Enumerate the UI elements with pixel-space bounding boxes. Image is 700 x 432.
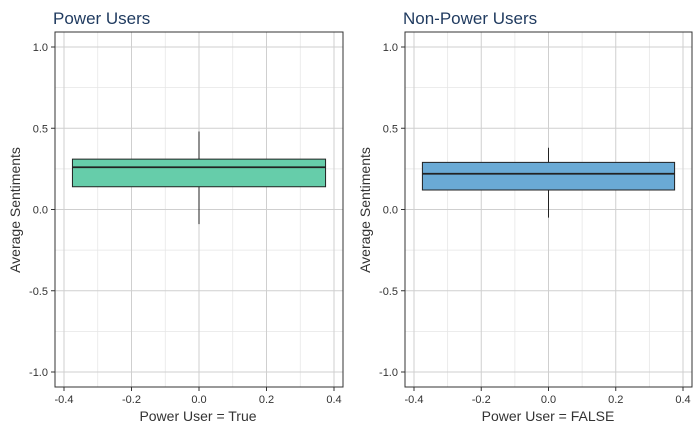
y-tick-label: 1.0 <box>33 42 48 54</box>
y-tick-label: 0.5 <box>383 123 398 135</box>
y-axis-label: Average Sentiments <box>7 147 23 273</box>
x-tick-label: -0.4 <box>55 394 74 406</box>
y-tick-label: -1.0 <box>379 367 398 379</box>
y-tick-label: 0.0 <box>33 205 48 217</box>
x-tick-label: 0.0 <box>191 394 206 406</box>
grid <box>55 32 343 387</box>
y-tick-label: 0.5 <box>33 123 48 135</box>
x-tick-label: 0.2 <box>608 394 623 406</box>
plot-frame <box>404 31 693 388</box>
plot-frame <box>54 31 344 388</box>
panel-power-users: Power Users Average Sentiments Power Use… <box>7 9 344 424</box>
y-tick-label: 1.0 <box>383 42 398 54</box>
boxplot <box>421 147 676 218</box>
panel-title: Power Users <box>53 9 150 28</box>
box-iqr <box>71 158 327 188</box>
x-tick-label: 0.2 <box>259 394 274 406</box>
x-axis-label: Power User = FALSE <box>482 408 615 424</box>
x-tick-label: 0.0 <box>541 394 556 406</box>
y-tick-labels: -1.0 -0.5 0.0 0.5 1.0 <box>29 42 55 379</box>
y-tick-label: -0.5 <box>379 286 398 298</box>
panel-title: Non-Power Users <box>403 9 537 28</box>
x-tick-label: -0.4 <box>405 394 424 406</box>
y-axis-label: Average Sentiments <box>357 147 373 273</box>
y-tick-label: -0.5 <box>29 286 48 298</box>
boxplot <box>71 131 327 225</box>
x-tick-label: 0.4 <box>326 394 341 406</box>
y-tick-labels: -1.0 -0.5 0.0 0.5 1.0 <box>379 42 405 379</box>
x-tick-labels: -0.4 -0.2 0.0 0.2 0.4 <box>405 387 691 406</box>
x-tick-label: -0.2 <box>472 394 491 406</box>
box-iqr <box>421 161 676 191</box>
y-tick-label: -1.0 <box>29 367 48 379</box>
x-tick-labels: -0.4 -0.2 0.0 0.2 0.4 <box>55 387 342 406</box>
x-axis-label: Power User = True <box>139 408 256 424</box>
panel-non-power-users: Non-Power Users Average Sentiments Power… <box>357 9 693 424</box>
y-tick-label: 0.0 <box>383 205 398 217</box>
grid <box>405 32 692 387</box>
x-tick-label: -0.2 <box>122 394 141 406</box>
x-tick-label: 0.4 <box>675 394 690 406</box>
